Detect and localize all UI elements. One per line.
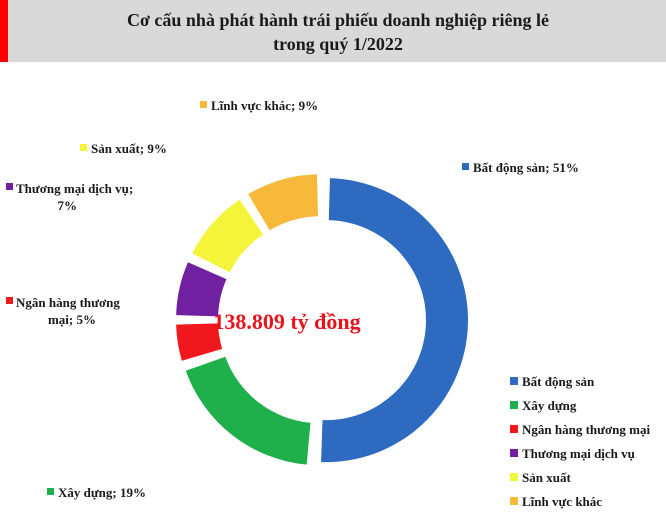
data-label-text: Xây dựng; 19%: [58, 485, 146, 500]
data-label-linh-vuc-khac: Lĩnh vực khác; 9%: [200, 98, 318, 113]
legend-swatch: [510, 449, 518, 457]
data-label-text: mại; 5%: [48, 312, 96, 327]
data-label-ngan-hang-thuong-mai: Ngân hàng thương mại; 5%: [6, 295, 120, 327]
chart-title: Cơ cấu nhà phát hành trái phiếu doanh ng…: [126, 10, 550, 54]
legend-label: Bất động sản: [522, 374, 595, 389]
legend: Bất động sản Xây dựng Ngân hàng thương mại…: [510, 374, 650, 509]
data-label-text: Ngân hàng thương: [16, 295, 120, 310]
legend-swatch: [510, 425, 518, 433]
data-label-text: Lĩnh vực khác; 9%: [211, 98, 318, 113]
legend-swatch: [510, 473, 518, 481]
slice-linh-vuc-khac: [248, 174, 319, 231]
legend-label: Thương mại dịch vụ: [522, 446, 635, 461]
legend-label: Xây dựng: [522, 398, 577, 413]
data-label-xay-dung: Xây dựng; 19%: [47, 485, 146, 500]
header-accent-bar: [0, 0, 8, 62]
legend-label: Ngân hàng thương mại: [522, 422, 650, 437]
chart-header: Cơ cấu nhà phát hành trái phiếu doanh ng…: [0, 0, 666, 62]
legend-item-linh-vuc-khac: Lĩnh vực khác: [510, 494, 602, 509]
data-label-thuong-mai-dich-vu: Thương mại dịch vụ; 7%: [6, 181, 133, 213]
legend-item-thuong-mai-dich-vu: Thương mại dịch vụ: [510, 446, 635, 461]
data-label-text: Thương mại dịch vụ;: [16, 181, 133, 196]
data-label-text: 7%: [58, 198, 78, 213]
data-label-text: Bất động sản; 51%: [473, 160, 579, 175]
data-label-marker: [462, 163, 469, 170]
data-label-marker: [6, 297, 13, 304]
slice-san-xuat: [192, 199, 264, 273]
legend-label: Lĩnh vực khác: [522, 494, 602, 509]
data-label-bat-dong-san: Bất động sản; 51%: [462, 160, 579, 175]
slice-thuong-mai-dich-vu: [176, 262, 227, 317]
data-label-san-xuat: Sản xuất; 9%: [80, 141, 167, 156]
data-label-marker: [80, 144, 87, 151]
data-label-marker: [200, 101, 207, 108]
legend-swatch: [510, 401, 518, 409]
legend-item-san-xuat: Sản xuất: [510, 470, 571, 485]
slice-ngan-hang-thuong-mai: [176, 323, 223, 361]
legend-label: Sản xuất: [522, 470, 571, 485]
legend-item-ngan-hang-thuong-mai: Ngân hàng thương mại: [510, 422, 650, 437]
legend-item-xay-dung: Xây dựng: [510, 398, 577, 413]
data-label-text: Sản xuất; 9%: [91, 141, 167, 156]
center-total-label: 138.809 tỷ đồng: [213, 309, 360, 334]
data-label-marker: [6, 183, 13, 190]
legend-item-bat-dong-san: Bất động sản: [510, 374, 595, 389]
slice-xay-dung: [185, 356, 311, 465]
data-label-marker: [47, 488, 54, 495]
legend-swatch: [510, 497, 518, 505]
slice-bat-dong-san: [321, 178, 468, 463]
legend-swatch: [510, 377, 518, 385]
